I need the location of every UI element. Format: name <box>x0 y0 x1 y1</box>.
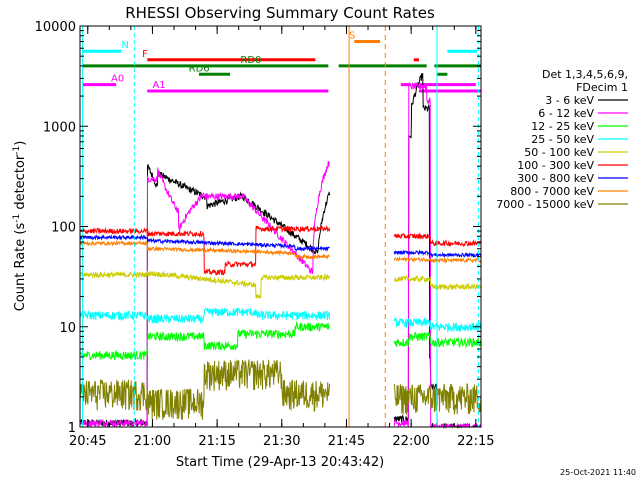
legend-label: 50 - 100 keV <box>524 146 594 159</box>
series-line <box>79 160 331 429</box>
timestamp: 25-Oct-2021 11:40 <box>560 468 636 477</box>
y-axis-label-part2: detector <box>13 154 28 214</box>
y-tick-label: 10 <box>59 321 76 336</box>
flag-bar-label: RD0 <box>240 55 261 66</box>
legend-label: 3 - 6 keV <box>545 94 594 107</box>
series-line <box>393 249 482 259</box>
y-axis-label-part3: ) <box>13 141 28 146</box>
chart-title: RHESSI Observing Summary Count Rates <box>125 4 435 22</box>
flag-bar-label: RD6 <box>189 63 210 74</box>
x-tick-label: 21:45 <box>328 434 365 449</box>
series-line <box>394 275 482 291</box>
legend-label: 300 - 800 keV <box>517 172 594 185</box>
flag-bar-label: A0 <box>111 74 124 85</box>
legend-label: 800 - 7000 keV <box>510 185 594 198</box>
y-axis-label: Count Rate (s-1 detector-1) <box>12 141 28 312</box>
series-line <box>79 233 330 253</box>
x-tick-label: 20:45 <box>69 434 106 449</box>
y-axis-label-sup1: -1 <box>12 214 22 223</box>
series-line <box>79 307 331 324</box>
y-axis-label-part1: Count Rate (s <box>13 223 28 312</box>
series-line <box>393 255 482 264</box>
flag-bar-label: N <box>121 40 128 51</box>
y-axis: 1 10 100 1000 10000 <box>35 20 481 436</box>
series-line <box>79 270 331 299</box>
x-tick-label: 22:00 <box>392 434 429 449</box>
series-line <box>393 232 482 248</box>
x-axis: 20:45 21:00 21:15 21:30 21:45 22:00 22:15 <box>69 26 495 449</box>
x-tick-label: 22:15 <box>457 434 494 449</box>
series-line <box>393 316 482 333</box>
flag-bars: N F RD0 RD6 A0 A1 S <box>82 31 481 93</box>
flag-bar-label: F <box>142 49 148 60</box>
flag-bar-label: S <box>349 31 355 42</box>
series-line <box>79 359 331 420</box>
legend-label: 12 - 25 keV <box>531 120 594 133</box>
x-tick-label: 21:15 <box>198 434 235 449</box>
y-tick-label: 100 <box>51 221 76 236</box>
legend-label: 25 - 50 keV <box>531 133 594 146</box>
x-tick-label: 21:00 <box>134 434 171 449</box>
series-layer <box>79 73 482 429</box>
series-line <box>393 383 482 415</box>
series-line <box>79 239 330 260</box>
series-line <box>79 225 331 276</box>
y-tick-label: 1 <box>68 421 76 436</box>
y-tick-label: 10000 <box>35 20 76 35</box>
y-tick-label: 1000 <box>43 120 76 135</box>
series-line <box>393 331 482 349</box>
x-axis-label: Start Time (29-Apr-13 20:43:42) <box>176 455 384 470</box>
legend-header-line1: Det 1,3,4,5,6,9, <box>542 68 628 81</box>
x-tick-label: 21:30 <box>263 434 300 449</box>
legend-label: 7000 - 15000 keV <box>496 198 594 211</box>
series-line <box>79 320 330 361</box>
legend-header-line2: FDecim 1 <box>576 81 628 94</box>
y-axis-label-sup2: -1 <box>12 146 22 155</box>
flag-bar-label: A1 <box>152 80 165 91</box>
legend-label: 100 - 300 keV <box>517 159 594 172</box>
legend-label: 6 - 12 keV <box>538 107 594 120</box>
